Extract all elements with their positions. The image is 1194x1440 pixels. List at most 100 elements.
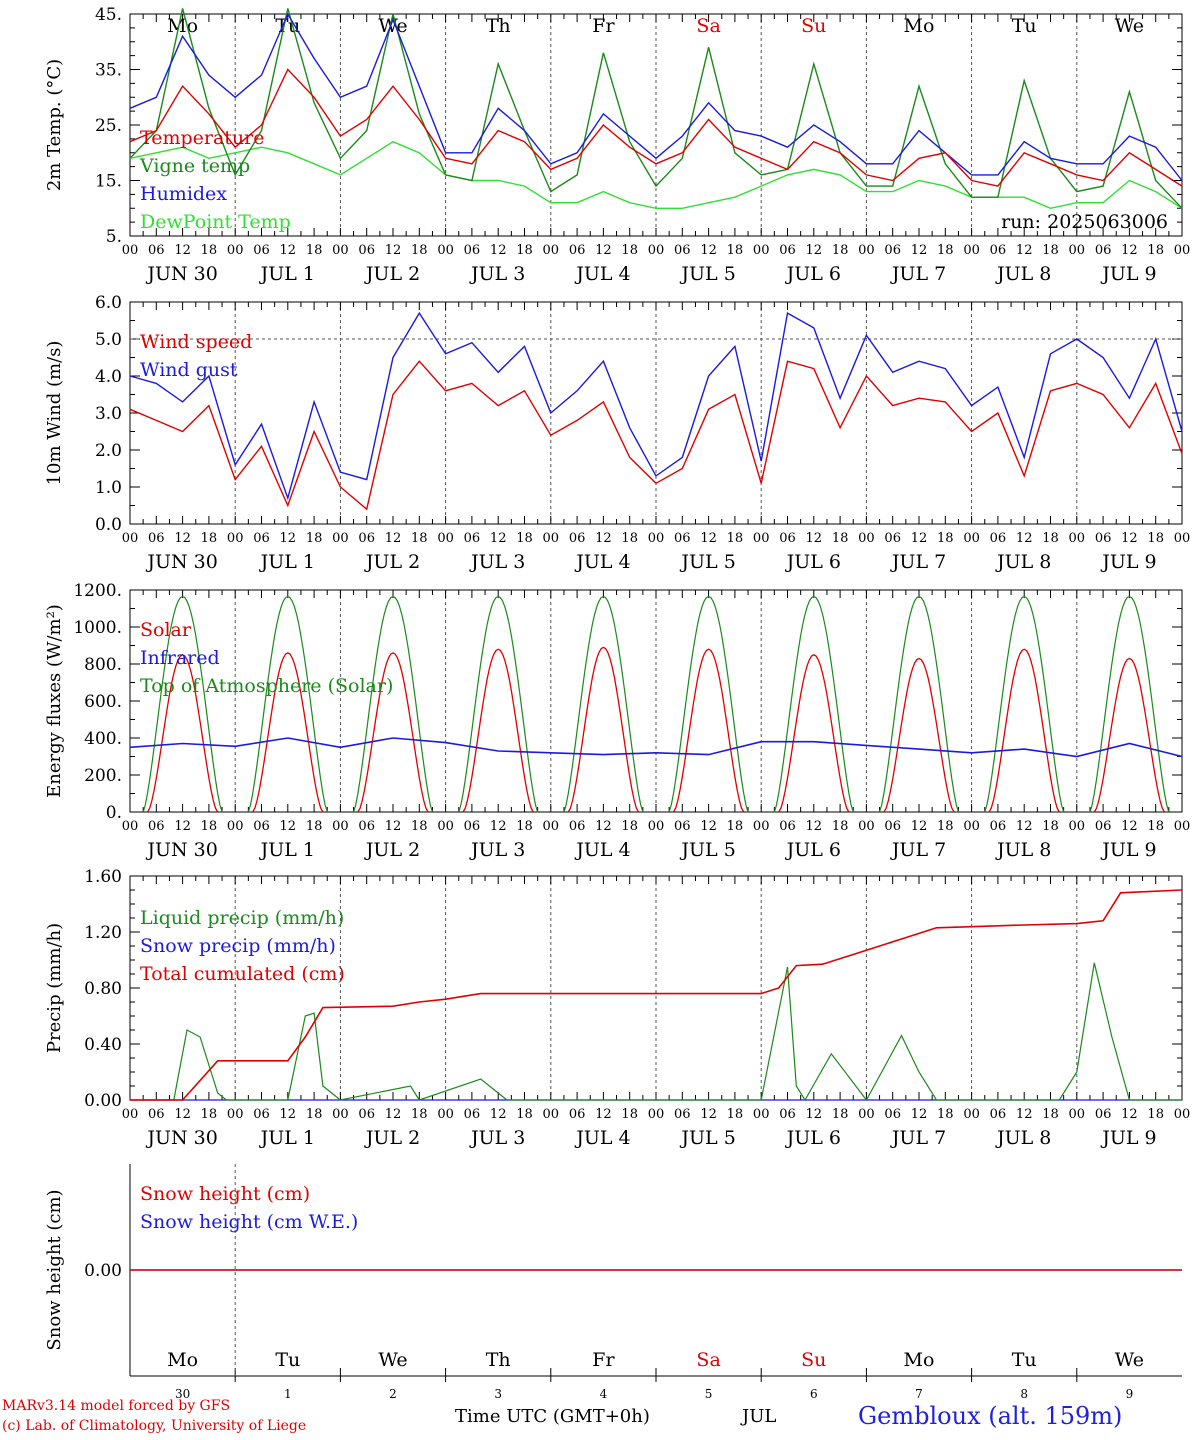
- wind-hour-label: 06: [253, 531, 270, 546]
- wind-hour-label: 00: [963, 531, 980, 546]
- energy-hour-label: 00: [1069, 819, 1086, 834]
- temperature-y-tick-label: 45.: [95, 5, 122, 25]
- snow-weekday-label: Tu: [1012, 1349, 1037, 1371]
- temperature-hour-label: 12: [385, 243, 402, 258]
- energy-day-label: JUL 7: [890, 839, 946, 861]
- wind-day-label: JUL 7: [890, 551, 946, 573]
- temperature-series-humidex: [129, 12, 1183, 181]
- wind-series-wind-speed: [129, 360, 1183, 511]
- wind-y-axis-label: 10m Wind (m/s): [44, 341, 65, 486]
- precip-series-liquid-precip-mm-h-: [130, 962, 1182, 1102]
- energy-legend-entry: Top of Atmosphere (Solar): [140, 675, 393, 697]
- snow-weekday-label: We: [378, 1349, 407, 1371]
- precip-legend-entry: Snow precip (mm/h): [140, 935, 336, 957]
- energy-toa-day-arc: [458, 595, 539, 813]
- wind-y-tick-label: 2.0: [95, 441, 122, 461]
- temperature-hour-label: 00: [1174, 243, 1191, 258]
- snow-weekday-label: Su: [801, 1349, 826, 1371]
- temperature-hour-label: 12: [1016, 243, 1033, 258]
- energy-y-axis-label: Energy fluxes (W/m²): [44, 604, 65, 798]
- energy-hour-label: 06: [253, 819, 270, 834]
- energy-day-label: JUL 6: [785, 839, 841, 861]
- snow-weekday-label: Mo: [904, 1349, 935, 1371]
- wind-hour-label: 00: [437, 531, 454, 546]
- weekday-label: Sa: [696, 15, 720, 37]
- precip-y-tick-label: 1.60: [84, 867, 122, 887]
- wind-y-tick-label: 0.0: [95, 515, 122, 535]
- temperature-hour-label: 12: [806, 243, 823, 258]
- energy-toa-day-arc: [353, 595, 433, 813]
- wind-day-label: JUL 2: [364, 551, 420, 573]
- wind-hour-label: 00: [543, 531, 560, 546]
- energy-y-tick-label: 600.: [84, 692, 122, 712]
- energy-hour-label: 00: [1174, 819, 1191, 834]
- wind-legend-entry: Wind speed: [140, 331, 252, 353]
- energy-toa-day-arc: [668, 595, 749, 813]
- wind-hour-label: 12: [385, 531, 402, 546]
- energy-toa-day-arc: [1089, 595, 1170, 813]
- energy-hour-label: 18: [1147, 819, 1164, 834]
- precip-hour-label: 06: [884, 1107, 901, 1122]
- precip-hour-label: 00: [648, 1107, 665, 1122]
- energy-hour-label: 12: [1121, 819, 1138, 834]
- precip-hour-label: 18: [937, 1107, 954, 1122]
- temperature-series-temperature: [129, 68, 1183, 187]
- energy-hour-label: 00: [648, 819, 665, 834]
- precip-hour-label: 00: [122, 1107, 139, 1122]
- wind-hour-label: 18: [306, 531, 323, 546]
- energy-toa-day-arc: [878, 595, 960, 813]
- weekday-label: Tu: [1012, 15, 1037, 37]
- wind-hour-label: 06: [148, 531, 165, 546]
- energy-hour-label: 18: [727, 819, 744, 834]
- precip-hour-label: 12: [911, 1107, 928, 1122]
- precip-hour-label: 06: [358, 1107, 375, 1122]
- wind-y-tick-label: 6.0: [95, 293, 122, 313]
- snow-y-tick-label: 0.00: [84, 1261, 122, 1281]
- wind-hour-label: 06: [884, 531, 901, 546]
- temperature-hour-label: 18: [937, 243, 954, 258]
- temperature-y-tick-label: 15.: [95, 172, 122, 192]
- temperature-hour-label: 00: [648, 243, 665, 258]
- temperature-legend-entry: Humidex: [140, 183, 227, 205]
- wind-hour-label: 18: [832, 531, 849, 546]
- precip-hour-label: 18: [621, 1107, 638, 1122]
- temperature-hour-label: 06: [358, 243, 375, 258]
- energy-hour-label: 06: [779, 819, 796, 834]
- wind-y-tick-label: 5.0: [95, 330, 122, 350]
- wind-hour-label: 06: [464, 531, 481, 546]
- precip-day-label: JUN 30: [145, 1127, 217, 1149]
- wind-hour-label: 00: [858, 531, 875, 546]
- temperature-hour-label: 12: [911, 243, 928, 258]
- wind-day-label: JUL 8: [995, 551, 1051, 573]
- energy-hour-label: 00: [963, 819, 980, 834]
- wind-hour-label: 06: [990, 531, 1007, 546]
- energy-hour-label: 12: [595, 819, 612, 834]
- wind-hour-label: 18: [937, 531, 954, 546]
- precip-hour-label: 12: [700, 1107, 717, 1122]
- wind-hour-label: 06: [569, 531, 586, 546]
- energy-hour-label: 12: [490, 819, 507, 834]
- wind-y-tick-label: 1.0: [95, 478, 122, 498]
- energy-hour-label: 12: [700, 819, 717, 834]
- wind-hour-label: 12: [174, 531, 191, 546]
- temperature-day-label: JUL 3: [469, 263, 525, 285]
- wind-hour-label: 12: [595, 531, 612, 546]
- energy-solar-day-arc: [252, 652, 324, 813]
- precip-hour-label: 12: [806, 1107, 823, 1122]
- precip-hour-label: 00: [1174, 1107, 1191, 1122]
- temperature-hour-label: 18: [621, 243, 638, 258]
- date-number-label: 7: [915, 1387, 923, 1401]
- energy-hour-label: 06: [884, 819, 901, 834]
- energy-hour-label: 12: [911, 819, 928, 834]
- energy-hour-label: 00: [543, 819, 560, 834]
- energy-y-tick-label: 1200.: [73, 581, 122, 601]
- temperature-hour-label: 06: [1095, 243, 1112, 258]
- weekday-label: We: [378, 15, 407, 37]
- wind-hour-label: 06: [1095, 531, 1112, 546]
- wind-hour-label: 12: [490, 531, 507, 546]
- wind-y-tick-label: 4.0: [95, 367, 122, 387]
- temperature-hour-label: 12: [280, 243, 297, 258]
- snow-weekday-label: Sa: [696, 1349, 720, 1371]
- energy-hour-label: 00: [227, 819, 244, 834]
- wind-hour-label: 06: [779, 531, 796, 546]
